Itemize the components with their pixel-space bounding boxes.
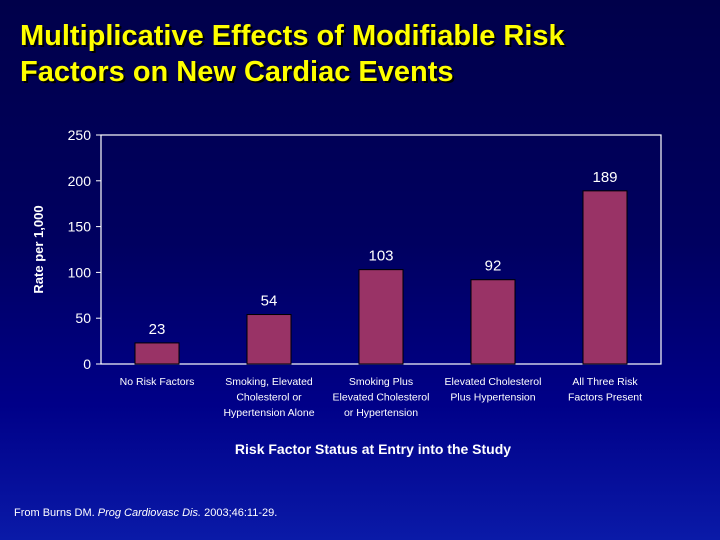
bar xyxy=(470,279,516,365)
bar-value-label: 54 xyxy=(261,293,278,310)
x-category-label: Factors Present xyxy=(568,392,642,404)
bar-value-label: 189 xyxy=(592,169,617,186)
y-tick-label: 250 xyxy=(68,127,92,143)
bar xyxy=(358,269,404,365)
x-axis-label: Risk Factor Status at Entry into the Stu… xyxy=(235,441,511,457)
x-category-label: No Risk Factors xyxy=(120,376,195,388)
bar-value-label: 103 xyxy=(368,248,393,265)
bar-value-label: 92 xyxy=(485,258,502,275)
y-axis-label: Rate per 1,000 xyxy=(31,205,46,293)
y-tick-label: 150 xyxy=(68,219,92,235)
x-category-label: Elevated Cholesterol xyxy=(333,392,430,404)
bar-series xyxy=(134,190,628,365)
y-axis-ticks: 0 50 100 150 200 250 xyxy=(68,127,101,372)
y-tick-label: 100 xyxy=(68,264,92,280)
y-tick-label: 0 xyxy=(83,356,91,372)
data-labels: 23 54 103 92 189 xyxy=(149,169,618,338)
x-category-label: Smoking Plus xyxy=(349,376,413,388)
slide-title-line-2: Factors on New Cardiac Events xyxy=(20,56,454,88)
source-citation: From Burns DM. Prog Cardiovasc Dis. 2003… xyxy=(14,507,277,519)
x-category-label: Cholesterol or xyxy=(236,392,302,404)
slide-title-line-1: Multiplicative Effects of Modifiable Ris… xyxy=(20,20,565,52)
slide-title: Multiplicative Effects of Modifiable Ris… xyxy=(20,18,700,90)
x-category-label: Elevated Cholesterol xyxy=(445,376,542,388)
source-journal: Prog Cardiovasc Dis. xyxy=(97,507,202,519)
bar xyxy=(134,342,180,365)
x-category-label: All Three Risk xyxy=(572,376,638,388)
y-tick-label: 200 xyxy=(68,173,92,189)
x-category-label: Smoking, Elevated xyxy=(225,376,313,388)
x-category-label: or Hypertension xyxy=(344,407,418,419)
source-suffix: 2003;46:11-29. xyxy=(201,507,278,519)
bar-chart: 0 50 100 150 200 250 23 54 103 92 189 No Risk Fac… xyxy=(31,127,642,457)
x-axis-categories: No Risk Factors Smoking, Elevated Choleste… xyxy=(120,376,642,419)
bar xyxy=(582,190,628,365)
bar xyxy=(246,314,292,365)
source-prefix: From Burns DM. xyxy=(14,507,98,519)
bar-value-label: 23 xyxy=(149,321,166,338)
y-tick-label: 50 xyxy=(75,310,91,326)
x-category-label: Hypertension Alone xyxy=(223,407,314,419)
x-category-label: Plus Hypertension xyxy=(450,392,535,404)
